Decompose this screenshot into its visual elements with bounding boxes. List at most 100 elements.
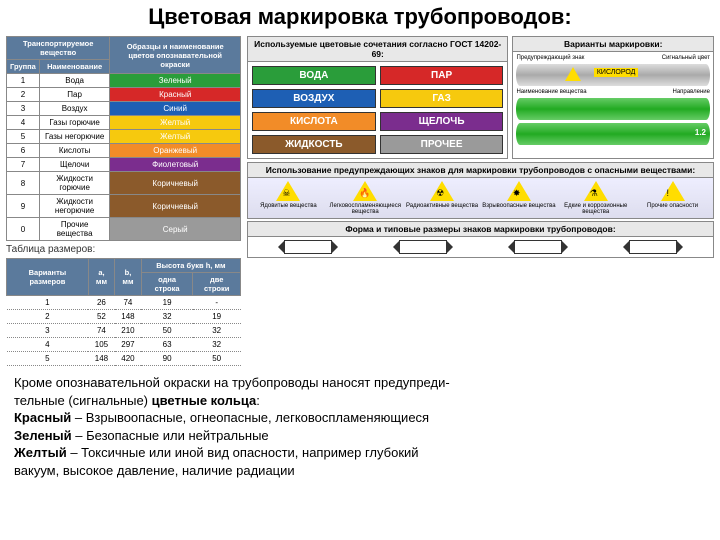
table-cell: 3: [7, 324, 89, 338]
pipe-warn-triangle: [565, 67, 581, 81]
substance-badge: ЩЕЛОЧЬ: [380, 112, 504, 131]
table-cell: 297: [115, 338, 142, 352]
bottom-paragraph: Кроме опознавательной окраски на трубопр…: [0, 366, 720, 487]
table-cell: 1: [7, 296, 89, 310]
table-cell: 50: [141, 324, 193, 338]
table-row: Пар: [39, 88, 110, 102]
pipe-label: КИСЛОРОД: [594, 68, 639, 77]
th-h: Высота букв h, мм: [141, 259, 240, 273]
pipe-dim: 1.2: [695, 128, 706, 137]
lbl-subst: Наименование вещества: [516, 89, 586, 95]
table-cell: 105: [88, 338, 114, 352]
table-cell: 26: [88, 296, 114, 310]
th-h1: одна строка: [141, 273, 193, 296]
table-row: 2: [7, 88, 40, 102]
table-row: Воздух: [39, 102, 110, 116]
table-cell: 5: [7, 352, 89, 366]
substances-table: Транспортируемое вещество Образцы и наим…: [6, 36, 241, 241]
shape-sign: [629, 240, 677, 254]
table-cell: -: [193, 296, 241, 310]
sizes-caption: Таблица размеров:: [6, 241, 241, 258]
table-cell: 32: [141, 310, 193, 324]
table-cell: 74: [88, 324, 114, 338]
table-cell: 32: [193, 338, 241, 352]
lbl-dir: Направление: [673, 89, 710, 95]
pipe-green-1: [516, 98, 710, 120]
substance-badge: ЖИДКОСТЬ: [252, 135, 376, 154]
table-row: Газы горючие: [39, 116, 110, 130]
table-row: Кислоты: [39, 144, 110, 158]
table-row: Жидкости горючие: [39, 172, 110, 195]
warning-sign: ✸Взрывоопасные вещества: [482, 181, 556, 215]
substance-badge: ВОЗДУХ: [252, 89, 376, 108]
table-row: 5: [7, 130, 40, 144]
shape-sign: [514, 240, 562, 254]
pipe-gray-1: КИСЛОРОД: [516, 64, 710, 86]
th-var: Варианты размеров: [7, 259, 89, 296]
table-cell: 19: [141, 296, 193, 310]
table-row: Жидкости негорючие: [39, 195, 110, 218]
color-swatch: Желтый: [110, 116, 241, 130]
sizes-table: Варианты размеров a, мм b, мм Высота бук…: [6, 258, 241, 366]
color-swatch: Коричневый: [110, 172, 241, 195]
th-b: b, мм: [115, 259, 142, 296]
table-cell: 2: [7, 310, 89, 324]
warn-title: Использование предупреждающих знаков для…: [248, 163, 713, 178]
pipe-green-2: 1.2: [516, 123, 710, 145]
warning-sign: ⚗Едкие и коррозионные вещества: [559, 181, 633, 215]
table-cell: 420: [115, 352, 142, 366]
warning-sign: ☠Ядовитые вещества: [252, 181, 326, 215]
table-cell: 74: [115, 296, 142, 310]
color-swatch: Красный: [110, 88, 241, 102]
th-colors: Образцы и наименование цветов опознавате…: [110, 37, 241, 74]
table-cell: 63: [141, 338, 193, 352]
table-row: Щелочи: [39, 158, 110, 172]
color-swatch: Желтый: [110, 130, 241, 144]
warning-sign: ☢Радиоактивные вещества: [405, 181, 479, 215]
substance-badge: ГАЗ: [380, 89, 504, 108]
table-cell: 32: [193, 324, 241, 338]
color-swatch: Серый: [110, 218, 241, 241]
table-row: 1: [7, 74, 40, 88]
table-cell: 148: [115, 310, 142, 324]
shape-sign: [399, 240, 447, 254]
th-group: Группа: [7, 60, 40, 74]
table-cell: 90: [141, 352, 193, 366]
shape-sign: [284, 240, 332, 254]
th-substance: Транспортируемое вещество: [7, 37, 110, 60]
lbl-warn: Предупреждающий знак: [516, 55, 584, 61]
table-row: Газы негорючие: [39, 130, 110, 144]
table-row: 9: [7, 195, 40, 218]
table-row: 8: [7, 172, 40, 195]
table-cell: 148: [88, 352, 114, 366]
table-cell: 4: [7, 338, 89, 352]
substance-badge: ВОДА: [252, 66, 376, 85]
page-title: Цветовая маркировка трубопроводов:: [0, 0, 720, 36]
substance-badge: ПРОЧЕЕ: [380, 135, 504, 154]
table-row: Вода: [39, 74, 110, 88]
color-swatch: Коричневый: [110, 195, 241, 218]
table-cell: 210: [115, 324, 142, 338]
table-cell: 19: [193, 310, 241, 324]
color-swatch: Оранжевый: [110, 144, 241, 158]
color-swatch: Зеленый: [110, 74, 241, 88]
color-swatch: Синий: [110, 102, 241, 116]
warning-sign: !Прочие опасности: [636, 181, 710, 215]
substance-badge: ПАР: [380, 66, 504, 85]
table-row: 3: [7, 102, 40, 116]
shapes-title: Форма и типовые размеры знаков маркировк…: [248, 222, 713, 237]
table-cell: 50: [193, 352, 241, 366]
table-row: Прочие вещества: [39, 218, 110, 241]
table-cell: 52: [88, 310, 114, 324]
lbl-signal: Сигнальный цвет: [662, 55, 710, 61]
table-row: 7: [7, 158, 40, 172]
substance-badge: КИСЛОТА: [252, 112, 376, 131]
th-name: Наименование: [39, 60, 110, 74]
variants-title: Варианты маркировки:: [513, 37, 713, 52]
table-row: 6: [7, 144, 40, 158]
th-h2: две строки: [193, 273, 241, 296]
table-row: 0: [7, 218, 40, 241]
combos-title: Используемые цветовые сочетания согласно…: [248, 37, 507, 62]
table-row: 4: [7, 116, 40, 130]
th-a: a, мм: [88, 259, 114, 296]
